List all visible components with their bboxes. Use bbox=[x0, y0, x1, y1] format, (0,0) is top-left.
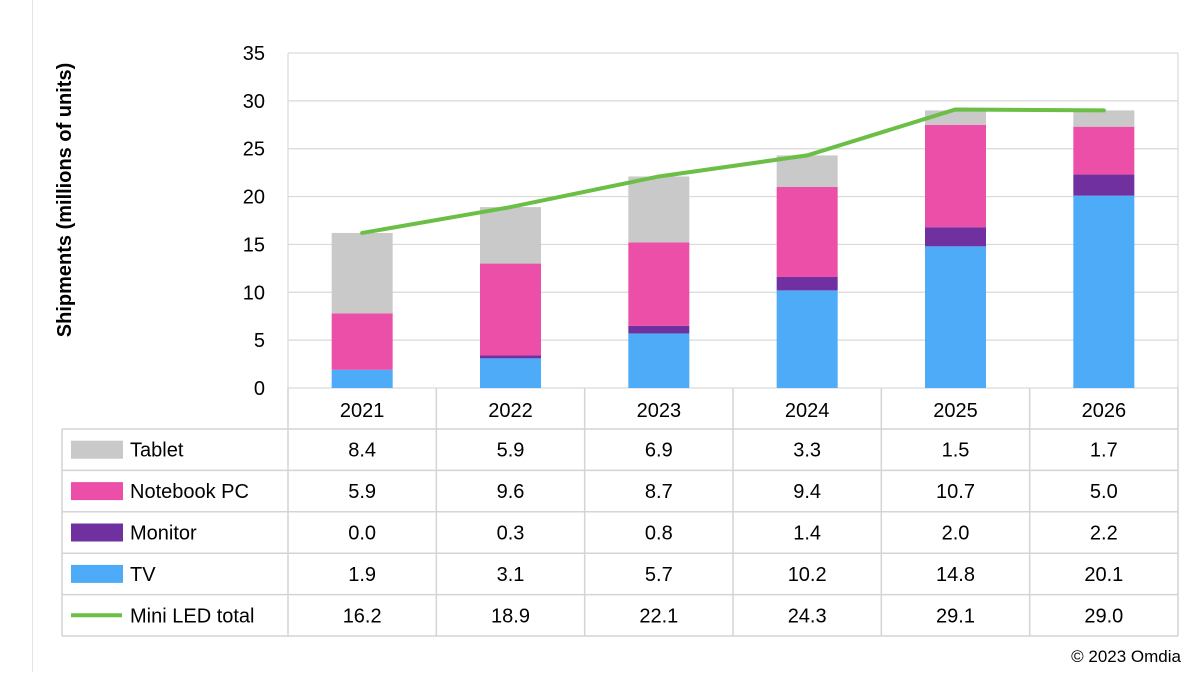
y-tick-label: 10 bbox=[243, 282, 265, 304]
bar-tv-2023 bbox=[628, 333, 690, 388]
table-cell-notebook-pc-2026: 5.0 bbox=[1090, 481, 1118, 503]
stacked-bars bbox=[331, 110, 1135, 388]
bar-tv-2024 bbox=[776, 290, 838, 388]
legend-label-tv: TV bbox=[130, 564, 156, 586]
bar-monitor-2024 bbox=[776, 276, 838, 291]
legend-label-tablet: Tablet bbox=[130, 440, 184, 462]
table-cell-tv-2026: 20.1 bbox=[1084, 564, 1123, 586]
x-tick-label: 2021 bbox=[340, 400, 385, 422]
table-cell-tablet-2022: 5.9 bbox=[497, 440, 525, 462]
bar-tv-2026 bbox=[1073, 195, 1135, 388]
table-cell-monitor-2022: 0.3 bbox=[497, 523, 525, 545]
y-tick-label: 35 bbox=[243, 43, 265, 65]
x-tick-label: 2023 bbox=[637, 400, 682, 422]
table-cell-tablet-2023: 6.9 bbox=[645, 440, 673, 462]
table-cell-mini-led-total-2024: 24.3 bbox=[788, 605, 827, 627]
table-cell-mini-led-total-2021: 16.2 bbox=[343, 605, 382, 627]
table-cell-tv-2024: 10.2 bbox=[788, 564, 827, 586]
bar-tablet-2026 bbox=[1073, 110, 1135, 127]
table-cell-tv-2023: 5.7 bbox=[645, 564, 673, 586]
y-tick-label: 0 bbox=[254, 378, 265, 400]
table-cell-notebook-pc-2025: 10.7 bbox=[936, 481, 975, 503]
legend-label-monitor: Monitor bbox=[130, 523, 197, 545]
bar-notebook-pc-2023 bbox=[628, 242, 690, 326]
table-cell-mini-led-total-2023: 22.1 bbox=[639, 605, 678, 627]
bar-tablet-2021 bbox=[331, 232, 393, 314]
bar-monitor-2022 bbox=[480, 355, 541, 359]
table-cell-tv-2021: 1.9 bbox=[348, 564, 376, 586]
bar-notebook-pc-2021 bbox=[331, 313, 393, 370]
line-mini-led-total bbox=[360, 107, 1106, 235]
legend-label-notebook-pc: Notebook PC bbox=[130, 481, 249, 503]
table-cell-notebook-pc-2024: 9.4 bbox=[793, 481, 821, 503]
bar-monitor-2026 bbox=[1073, 174, 1135, 196]
bar-tablet-2022 bbox=[480, 207, 541, 264]
legend-label-mini-led-total: Mini LED total bbox=[130, 605, 255, 627]
table-cell-tv-2025: 14.8 bbox=[936, 564, 975, 586]
y-axis-title: Shipments (millions of units) bbox=[54, 63, 76, 337]
table-cell-notebook-pc-2021: 5.9 bbox=[348, 481, 376, 503]
y-tick-label: 20 bbox=[243, 187, 265, 209]
total-line bbox=[360, 107, 1106, 235]
legend-key-notebook-pc bbox=[71, 482, 123, 501]
bar-monitor-2023 bbox=[628, 325, 690, 334]
table-cell-tablet-2024: 3.3 bbox=[793, 440, 821, 462]
table-cell-mini-led-total-2025: 29.1 bbox=[936, 605, 975, 627]
x-tick-label: 2022 bbox=[488, 400, 533, 422]
bar-notebook-pc-2022 bbox=[480, 263, 541, 356]
table-cell-tv-2022: 3.1 bbox=[497, 564, 525, 586]
bar-monitor-2025 bbox=[925, 227, 986, 247]
table-cell-tablet-2026: 1.7 bbox=[1090, 440, 1118, 462]
table-cell-monitor-2024: 1.4 bbox=[793, 523, 821, 545]
bar-tv-2025 bbox=[925, 246, 986, 388]
legend-key-tablet bbox=[71, 440, 123, 459]
x-tick-label: 2026 bbox=[1082, 400, 1127, 422]
table-cell-monitor-2021: 0.0 bbox=[348, 523, 376, 545]
table-cell-notebook-pc-2023: 8.7 bbox=[645, 481, 673, 503]
table-cell-notebook-pc-2022: 9.6 bbox=[497, 481, 525, 503]
y-tick-label: 25 bbox=[243, 139, 265, 161]
bar-tablet-2023 bbox=[628, 176, 690, 243]
copyright-note: © 2023 Omdia bbox=[1071, 647, 1181, 666]
y-tick-label: 30 bbox=[243, 91, 265, 113]
page-left-border bbox=[32, 0, 33, 672]
bar-tablet-2024 bbox=[776, 155, 838, 187]
table-cell-tablet-2021: 8.4 bbox=[348, 440, 376, 462]
y-tick-label: 5 bbox=[254, 330, 265, 352]
bar-notebook-pc-2025 bbox=[925, 124, 986, 228]
table-cell-monitor-2025: 2.0 bbox=[942, 523, 970, 545]
table-cell-tablet-2025: 1.5 bbox=[942, 440, 970, 462]
data-table: 2021 2022 2023 2024 2025 2026 Tablet 8.4 5.9 6.9 3… bbox=[61, 388, 1179, 637]
legend-key-monitor bbox=[71, 523, 123, 542]
x-tick-label: 2025 bbox=[933, 400, 978, 422]
bar-tv-2021 bbox=[331, 369, 393, 388]
x-tick-label: 2024 bbox=[785, 400, 830, 422]
legend-key-tv bbox=[71, 564, 123, 583]
table-cell-mini-led-total-2026: 29.0 bbox=[1084, 605, 1123, 627]
y-axis: 0 5 10 15 20 25 30 35 bbox=[243, 43, 265, 400]
bar-tv-2022 bbox=[480, 358, 541, 388]
table-cell-mini-led-total-2022: 18.9 bbox=[491, 605, 530, 627]
bar-notebook-pc-2026 bbox=[1073, 126, 1135, 175]
y-tick-label: 15 bbox=[243, 234, 265, 256]
table-cell-monitor-2026: 2.2 bbox=[1090, 523, 1118, 545]
table-cell-monitor-2023: 0.8 bbox=[645, 523, 673, 545]
gridlines bbox=[287, 52, 1179, 389]
bar-notebook-pc-2024 bbox=[776, 187, 838, 277]
